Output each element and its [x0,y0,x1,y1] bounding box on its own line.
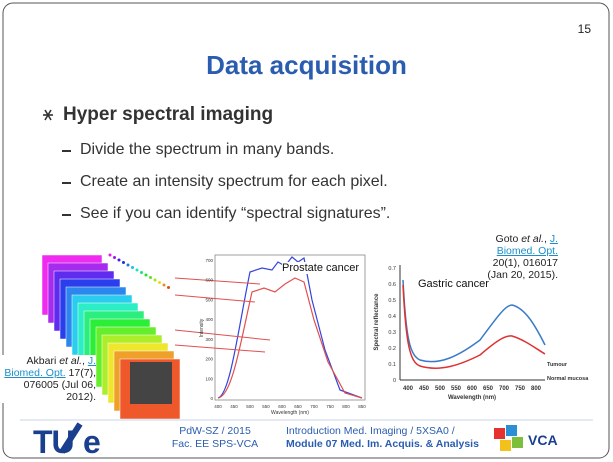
slide-title: Data acquisition [0,50,613,81]
dot [109,254,112,257]
y-tick-label: 200 [205,357,213,362]
dot [145,274,148,277]
citation-author: Goto [496,233,522,245]
page-number: 15 [578,22,591,36]
citation-rest: 20(1), 016017 (Jan 20, 2015). [487,257,558,281]
x-tick-label: 400 [403,386,414,392]
y-tick-label: 100 [205,376,213,381]
x-tick-label: 800 [342,404,350,409]
logo-vca: VCA [528,432,558,448]
logo-e: e [83,424,101,461]
y-tick-label: 0.4 [388,314,396,320]
x-tick-label: 650 [294,404,302,409]
legend-label: Tumour [547,362,568,368]
bullet-text: Hyper spectral imaging [63,104,273,126]
dot [167,286,170,289]
dot [118,259,121,262]
x-tick-label: 600 [278,404,286,409]
y-tick-label: 400 [205,317,213,322]
x-tick-label: 600 [467,386,478,392]
dot [127,264,130,267]
x-tick-label: 800 [531,386,542,392]
x-tick-label: 700 [499,386,510,392]
cube-front [130,362,172,404]
sub-bullet: Divide the spectrum in many bands. [80,141,334,159]
x-tick-label: 550 [451,386,462,392]
plot-label: Prostate cancer [282,262,359,274]
y-tick-label: 500 [205,297,213,302]
y-tick-label: 600 [205,278,213,283]
citation-author: Akbari [27,355,60,367]
y-tick-label: 0.2 [388,346,396,352]
legend-label: Normal mucosa [547,376,589,382]
dash [62,182,71,184]
prostate-axes [215,255,365,400]
bullet-asterisk [43,110,53,120]
y-tick-label: 0.3 [388,330,396,336]
dot [136,269,139,272]
dot [158,281,161,284]
footer-left-line: Fac. EE SPS-VCA [160,438,270,450]
dot [140,271,143,274]
y-tick-label: 300 [205,337,213,342]
logo-tu: TU [33,424,74,461]
citation-et-al: et al. [521,233,544,245]
y-tick-label: 0 [393,378,396,384]
x-tick-label: 650 [483,386,494,392]
x-tick-label: 550 [262,404,270,409]
dot [131,266,134,269]
x-tick-label: 850 [358,404,366,409]
vca-logo-cubes [494,425,523,451]
x-tick-label: 500 [246,404,254,409]
x-tick-label: 700 [310,404,318,409]
dot [113,256,116,259]
y-tick-label: 0.1 [388,362,396,368]
footer-right-line: Module 07 Med. Im. Acquis. & Analysis [286,438,479,450]
y-tick-label: 0.6 [388,282,396,288]
dot [122,261,125,264]
dash [62,214,71,216]
x-axis-label: Wavelength (nm) [448,395,496,401]
dot [163,284,166,287]
slide: 400 450 500 550 600 650 700 750 800 850 0 100 200 300… [0,0,613,462]
y-axis-label: Intensity [199,318,205,337]
tumour-curve [403,280,545,362]
y-tick-label: 700 [205,258,213,263]
x-tick-label: 750 [515,386,526,392]
left-citation: Akbari et al., J. Biomed. Opt. 17(7), 07… [2,355,96,403]
y-tick-label: 0.5 [388,298,396,304]
y-axis-label: Spectral reflectance [374,293,380,351]
x-tick-label: 750 [326,404,334,409]
citation-et-al: et al. [59,355,82,367]
footer-left-line: PdW-SZ / 2015 [160,425,270,437]
normal-curve [403,285,545,368]
right-citation: Goto et al., J. Biomed. Opt. 20(1), 0160… [470,233,558,281]
x-tick-label: 500 [435,386,446,392]
dash [62,150,71,152]
y-tick-label: 0 [210,396,213,401]
footer-right-line: Introduction Med. Imaging / 5XSA0 / [286,425,455,437]
x-axis-label: Wavelength (nm) [271,410,309,416]
plot-label: Gastric cancer [418,278,489,290]
sub-bullet: Create an intensity spectrum for each pi… [80,173,388,191]
sub-bullet: See if you can identify “spectral signat… [80,205,390,223]
dot [154,279,157,282]
x-tick-label: 400 [214,404,222,409]
dot [149,276,152,279]
x-tick-label: 450 [419,386,430,392]
x-tick-label: 450 [230,404,238,409]
y-tick-label: 0.7 [388,266,396,272]
